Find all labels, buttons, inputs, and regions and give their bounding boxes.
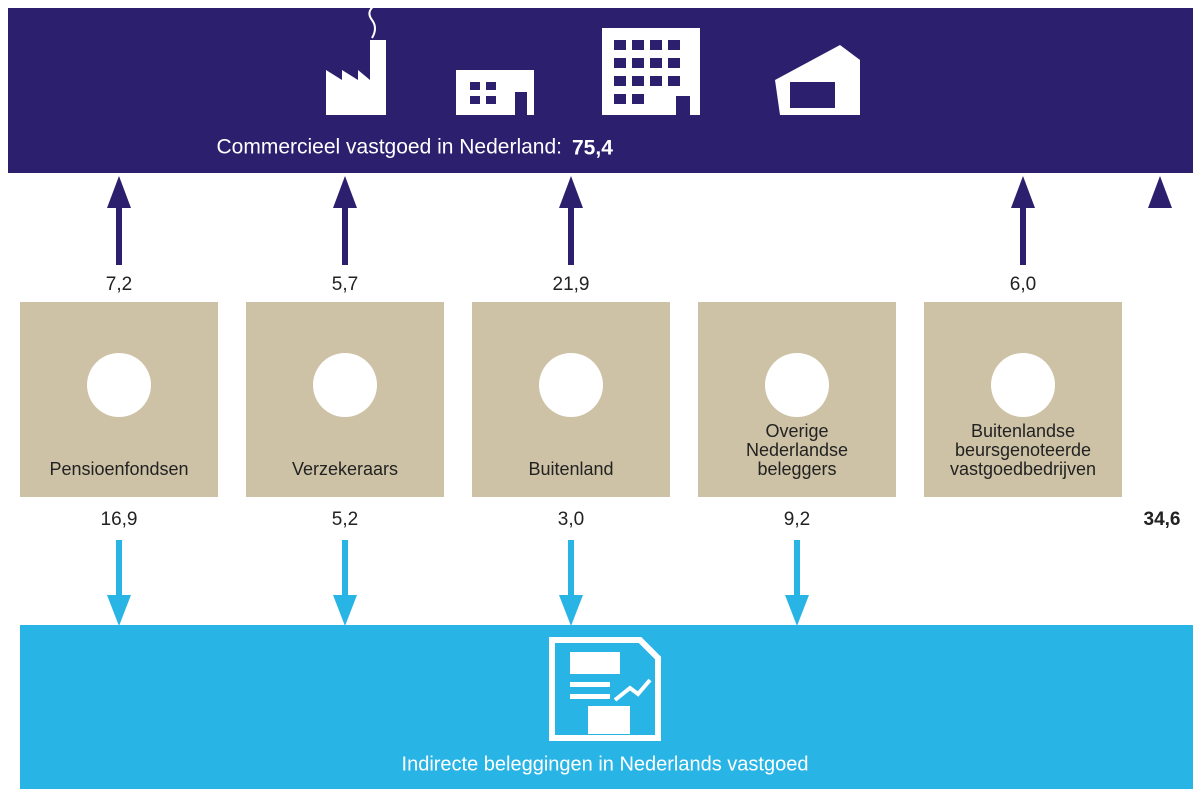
- commercial-box: [8, 8, 1193, 173]
- investor-icon: [991, 353, 1055, 417]
- report-icon: [549, 637, 661, 741]
- investor-label: vastgoedbedrijven: [950, 459, 1096, 479]
- arrow-head: [559, 176, 583, 208]
- arrow-head: [107, 595, 131, 626]
- arrow-head: [107, 176, 131, 208]
- investor-icon: [87, 353, 151, 417]
- commercial-value: 75,4: [572, 137, 613, 160]
- indirect-flow-value: 3,0: [558, 509, 584, 530]
- investor-label: Verzekeraars: [292, 459, 398, 479]
- commercial-flow-value: 7,2: [106, 274, 132, 295]
- investor-label: Buitenlandse: [971, 421, 1075, 441]
- arrow-head: [333, 595, 357, 626]
- commercial-flow-value: 21,9: [553, 274, 590, 295]
- indirect-flow-value: 16,9: [101, 509, 138, 530]
- arrow-head: [333, 176, 357, 208]
- investor-label: beursgenoteerde: [955, 440, 1091, 460]
- investor-icon: [539, 353, 603, 417]
- arrow-head: [785, 595, 809, 626]
- arrow-head: [1011, 176, 1035, 208]
- indirect-flow-value: 34,6: [1144, 509, 1181, 530]
- arrow-head: [1148, 176, 1172, 208]
- investor-label: Pensioenfondsen: [49, 459, 188, 479]
- investor-icon: [765, 353, 829, 417]
- investor-icon: [313, 353, 377, 417]
- investor-label: Buitenland: [528, 459, 613, 479]
- investor-label: Overige: [765, 421, 828, 441]
- arrow-head: [559, 595, 583, 626]
- commercial-flow-value: 5,7: [332, 274, 358, 295]
- commercial-flow-value: 6,0: [1010, 274, 1036, 295]
- commercial-title: Commercieel vastgoed in Nederland:: [216, 136, 562, 159]
- investor-label: Nederlandse: [746, 440, 848, 460]
- investor-label: beleggers: [757, 459, 836, 479]
- indirect-flow-value: 5,2: [332, 509, 358, 530]
- indirect-flow-value: 9,2: [784, 509, 810, 530]
- indirect-title: Indirecte beleggingen in Nederlands vast…: [402, 753, 809, 775]
